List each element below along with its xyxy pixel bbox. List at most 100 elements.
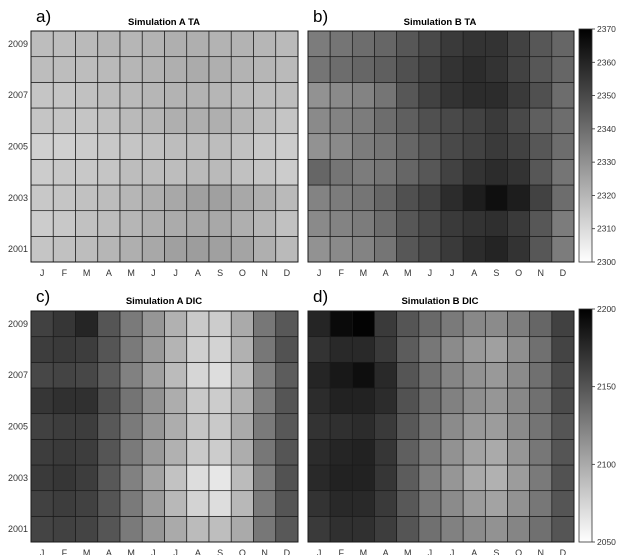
heatmap-cell [507, 490, 531, 517]
heatmap-cell [329, 184, 353, 212]
heatmap-cell [507, 56, 531, 83]
heatmap-cell [275, 30, 299, 58]
heatmap-cell [208, 336, 232, 363]
heatmap-cell [396, 310, 420, 338]
x-tick-label: M [360, 268, 368, 278]
heatmap-cell [186, 438, 210, 466]
heatmap-cell [307, 81, 331, 109]
heatmap-cell [186, 56, 210, 83]
heatmap-cell [75, 158, 99, 186]
heatmap-cell [329, 56, 353, 83]
heatmap-cell [307, 490, 331, 517]
heatmap-cell [551, 336, 575, 363]
heatmap-cell [484, 413, 508, 440]
heatmap-cell [119, 310, 143, 338]
heatmap-cell [186, 387, 210, 415]
heatmap-cell [396, 30, 420, 58]
x-tick-label: M [127, 548, 135, 555]
heatmap-cell [462, 210, 486, 237]
x-tick-label: N [261, 268, 268, 278]
heatmap-cell [551, 30, 575, 58]
heatmap-cell [374, 210, 398, 237]
panel-label: c) [36, 287, 50, 306]
heatmap-cell [374, 30, 398, 58]
heatmap-cell [141, 387, 165, 415]
x-tick-label: D [284, 548, 291, 555]
heatmap-cell [275, 56, 299, 83]
heatmap-cell [462, 387, 486, 415]
panel-title: Simulation B DIC [401, 296, 478, 307]
heatmap-cell [52, 30, 76, 58]
heatmap-cell [164, 361, 188, 389]
heatmap-cell [164, 387, 188, 415]
heatmap-cell [164, 81, 188, 109]
heatmap-cell [529, 490, 553, 517]
heatmap-cell [418, 490, 442, 517]
heatmap-cell [396, 438, 420, 466]
colorbar-tick-label: 2330 [597, 157, 616, 167]
x-tick-label: J [317, 548, 322, 555]
heatmap-cell [75, 56, 99, 83]
heatmap-cell [253, 235, 277, 263]
heatmap-cell [208, 56, 232, 83]
heatmap-cell [396, 490, 420, 517]
heatmap-cell [97, 515, 121, 543]
heatmap-cell [230, 158, 254, 186]
heatmap-cell [186, 464, 210, 492]
heatmap-cell [164, 235, 188, 263]
heatmap-cell [30, 515, 54, 543]
heatmap-cell [208, 184, 232, 212]
heatmap-cell [374, 387, 398, 415]
heatmap-cell [396, 81, 420, 109]
colorbar-tick-label: 2370 [597, 24, 616, 34]
heatmap-cell [484, 210, 508, 237]
heatmap-cell [551, 310, 575, 338]
heatmap-cell [97, 361, 121, 389]
heatmap-cell [164, 464, 188, 492]
heatmap-cell [396, 184, 420, 212]
heatmap-cell [253, 464, 277, 492]
plot-frame [307, 30, 575, 263]
heatmap-cell [484, 310, 508, 338]
heatmap-cell [75, 107, 99, 135]
x-tick-label: J [450, 548, 455, 555]
heatmap-cell [351, 361, 375, 389]
heatmap-cell [275, 515, 299, 543]
heatmap-cell [141, 235, 165, 263]
colorbar-tick-label: 2310 [597, 224, 616, 234]
heatmap-cell [275, 361, 299, 389]
x-tick-label: F [339, 548, 345, 555]
heatmap-cell [440, 107, 464, 135]
heatmap-cell [351, 515, 375, 543]
heatmap-cell [329, 464, 353, 492]
heatmap-cell [52, 235, 76, 263]
heatmap-cell [507, 515, 531, 543]
heatmap-cells [307, 30, 575, 263]
x-tick-label: A [383, 548, 389, 555]
x-tick-label: A [383, 268, 389, 278]
heatmap-cell [418, 464, 442, 492]
heatmap-cell [186, 210, 210, 237]
heatmap-cell [440, 464, 464, 492]
heatmap-cell [396, 387, 420, 415]
heatmap-cell [275, 413, 299, 440]
heatmap-cell [52, 210, 76, 237]
heatmap-cell [75, 490, 99, 517]
x-tick-label: S [217, 268, 223, 278]
heatmap-cell [484, 235, 508, 263]
heatmap-cell [164, 413, 188, 440]
heatmap-cell [440, 133, 464, 160]
panel-label: b) [313, 7, 328, 26]
y-tick-label: 2003 [8, 193, 28, 203]
heatmap-cell [97, 56, 121, 83]
heatmap-cell [329, 81, 353, 109]
heatmap-cell [164, 336, 188, 363]
heatmap-cell [141, 107, 165, 135]
heatmap-cell [418, 56, 442, 83]
heatmap-cell [52, 490, 76, 517]
heatmap-cell [30, 133, 54, 160]
heatmap-cell [462, 361, 486, 389]
heatmap-cell [75, 515, 99, 543]
